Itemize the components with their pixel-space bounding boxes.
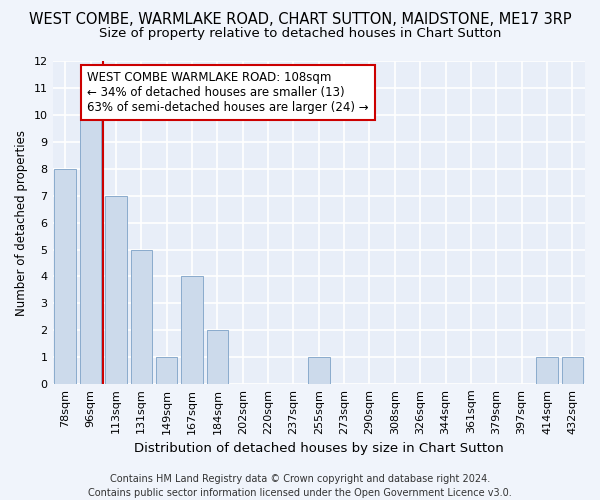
Bar xyxy=(156,357,178,384)
Bar xyxy=(308,357,329,384)
Text: WEST COMBE WARMLAKE ROAD: 108sqm
← 34% of detached houses are smaller (13)
63% o: WEST COMBE WARMLAKE ROAD: 108sqm ← 34% o… xyxy=(87,71,369,114)
Text: Contains HM Land Registry data © Crown copyright and database right 2024.
Contai: Contains HM Land Registry data © Crown c… xyxy=(88,474,512,498)
Bar xyxy=(562,357,583,384)
Text: WEST COMBE, WARMLAKE ROAD, CHART SUTTON, MAIDSTONE, ME17 3RP: WEST COMBE, WARMLAKE ROAD, CHART SUTTON,… xyxy=(29,12,571,28)
Bar xyxy=(105,196,127,384)
Bar xyxy=(181,276,203,384)
Bar xyxy=(80,115,101,384)
Bar xyxy=(206,330,228,384)
Bar xyxy=(55,169,76,384)
Y-axis label: Number of detached properties: Number of detached properties xyxy=(15,130,28,316)
X-axis label: Distribution of detached houses by size in Chart Sutton: Distribution of detached houses by size … xyxy=(134,442,503,455)
Text: Size of property relative to detached houses in Chart Sutton: Size of property relative to detached ho… xyxy=(99,28,501,40)
Bar xyxy=(131,250,152,384)
Bar xyxy=(536,357,558,384)
